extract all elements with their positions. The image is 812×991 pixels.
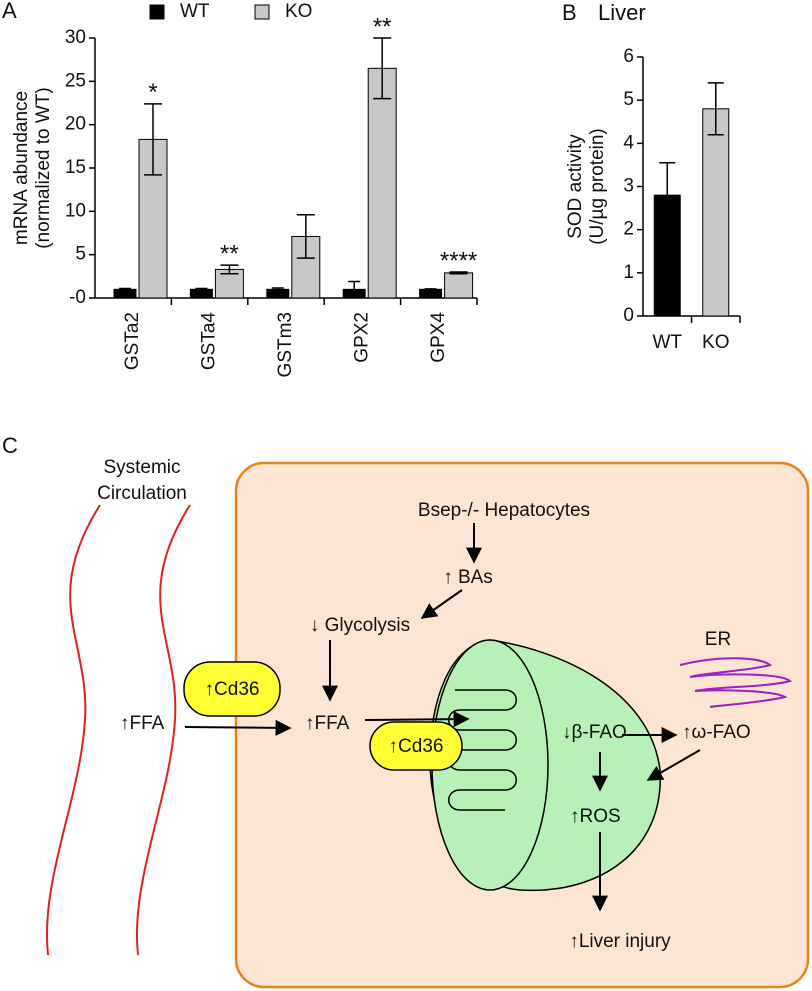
y-tick-label: 5 bbox=[75, 244, 86, 265]
bar bbox=[444, 272, 474, 299]
cd36 bbox=[183, 661, 281, 717]
label: ↓β-FAO bbox=[562, 722, 627, 743]
legend-label: KO bbox=[285, 1, 312, 22]
x-tick-label: GPX4 bbox=[428, 312, 449, 363]
error-bar bbox=[144, 103, 162, 176]
legend-swatch bbox=[149, 4, 165, 20]
arrow bbox=[364, 711, 470, 728]
error-bar bbox=[195, 287, 208, 291]
vessel bbox=[136, 504, 191, 956]
bar bbox=[702, 108, 730, 317]
label: ↑ BAs bbox=[443, 567, 493, 588]
label: ↑Cd36 bbox=[389, 736, 444, 757]
label: ↑FFA bbox=[120, 713, 165, 734]
y-tick-label: 6 bbox=[623, 46, 634, 67]
y-tick-label: 2 bbox=[623, 219, 634, 240]
arrow bbox=[184, 719, 292, 736]
chart-title: Liver bbox=[598, 0, 646, 25]
y-tick-label: 10 bbox=[65, 200, 86, 221]
x-tick-label: KO bbox=[702, 332, 729, 353]
arrow bbox=[420, 589, 463, 619]
y-tick-label: 4 bbox=[623, 132, 634, 153]
significance: * bbox=[148, 79, 157, 106]
x-tick-label: GPX2 bbox=[351, 312, 372, 363]
panel-label: C bbox=[2, 433, 18, 458]
label: Systemic bbox=[103, 457, 180, 478]
arrow bbox=[646, 749, 701, 781]
x-tick-label: GSTa2 bbox=[122, 312, 143, 370]
y-tick-label: 15 bbox=[65, 157, 86, 178]
significance: ** bbox=[220, 240, 239, 267]
error-bar bbox=[449, 271, 468, 275]
panel-label: A bbox=[2, 0, 17, 23]
cd36 bbox=[369, 721, 463, 771]
label: Circulation bbox=[97, 483, 187, 504]
error-bar bbox=[348, 280, 361, 298]
error-bar bbox=[424, 288, 437, 291]
er-shape bbox=[679, 657, 793, 708]
vessel bbox=[46, 504, 101, 956]
y-tick-label: 3 bbox=[623, 176, 634, 197]
error-bar bbox=[296, 214, 315, 259]
label: ↑ω-FAO bbox=[682, 722, 751, 743]
bar bbox=[419, 288, 443, 299]
y-tick-label: 30 bbox=[65, 27, 86, 48]
x-tick-label: WT bbox=[652, 332, 682, 353]
error-bar bbox=[373, 37, 392, 100]
error-bar bbox=[220, 264, 239, 275]
significance: **** bbox=[440, 247, 477, 274]
y-axis-label: (U/µg protein) bbox=[587, 128, 608, 245]
significance: ** bbox=[373, 13, 392, 40]
error-bar bbox=[119, 287, 131, 291]
x-tick-label: GSTa4 bbox=[199, 312, 220, 371]
label: ↑ROS bbox=[570, 806, 621, 827]
legend-swatch bbox=[254, 4, 270, 20]
bar bbox=[367, 67, 397, 299]
y-axis-label: mRNA abundance bbox=[11, 91, 32, 245]
label: ER bbox=[705, 629, 731, 650]
error-bar bbox=[271, 287, 284, 292]
legend-label: WT bbox=[180, 1, 210, 22]
y-tick-label: 20 bbox=[65, 114, 86, 135]
error-bar bbox=[707, 82, 724, 136]
label: ↑Liver injury bbox=[569, 931, 671, 952]
y-tick-label: 25 bbox=[65, 70, 86, 91]
label: ↑FFA bbox=[305, 713, 350, 734]
label: ↓ Glycolysis bbox=[310, 615, 410, 636]
label: Bsep-/- Hepatocytes bbox=[418, 500, 590, 521]
cristae bbox=[448, 689, 517, 811]
panel-label: B bbox=[562, 0, 577, 25]
y-tick-label: -0 bbox=[69, 287, 86, 308]
y-tick-label: 1 bbox=[623, 262, 634, 283]
y-axis-label: SOD activity bbox=[565, 134, 586, 239]
y-tick-label: 5 bbox=[623, 89, 634, 110]
y-tick-label: 0 bbox=[623, 305, 634, 326]
label: ↑Cd36 bbox=[205, 679, 260, 700]
y-axis-label: (normalized to WT) bbox=[33, 87, 54, 249]
error-bar bbox=[659, 162, 676, 229]
diagram: C Systemic Circulation Bsep-/- Hepatocyt… bbox=[2, 433, 810, 989]
x-tick-label: GSTm3 bbox=[275, 312, 296, 377]
